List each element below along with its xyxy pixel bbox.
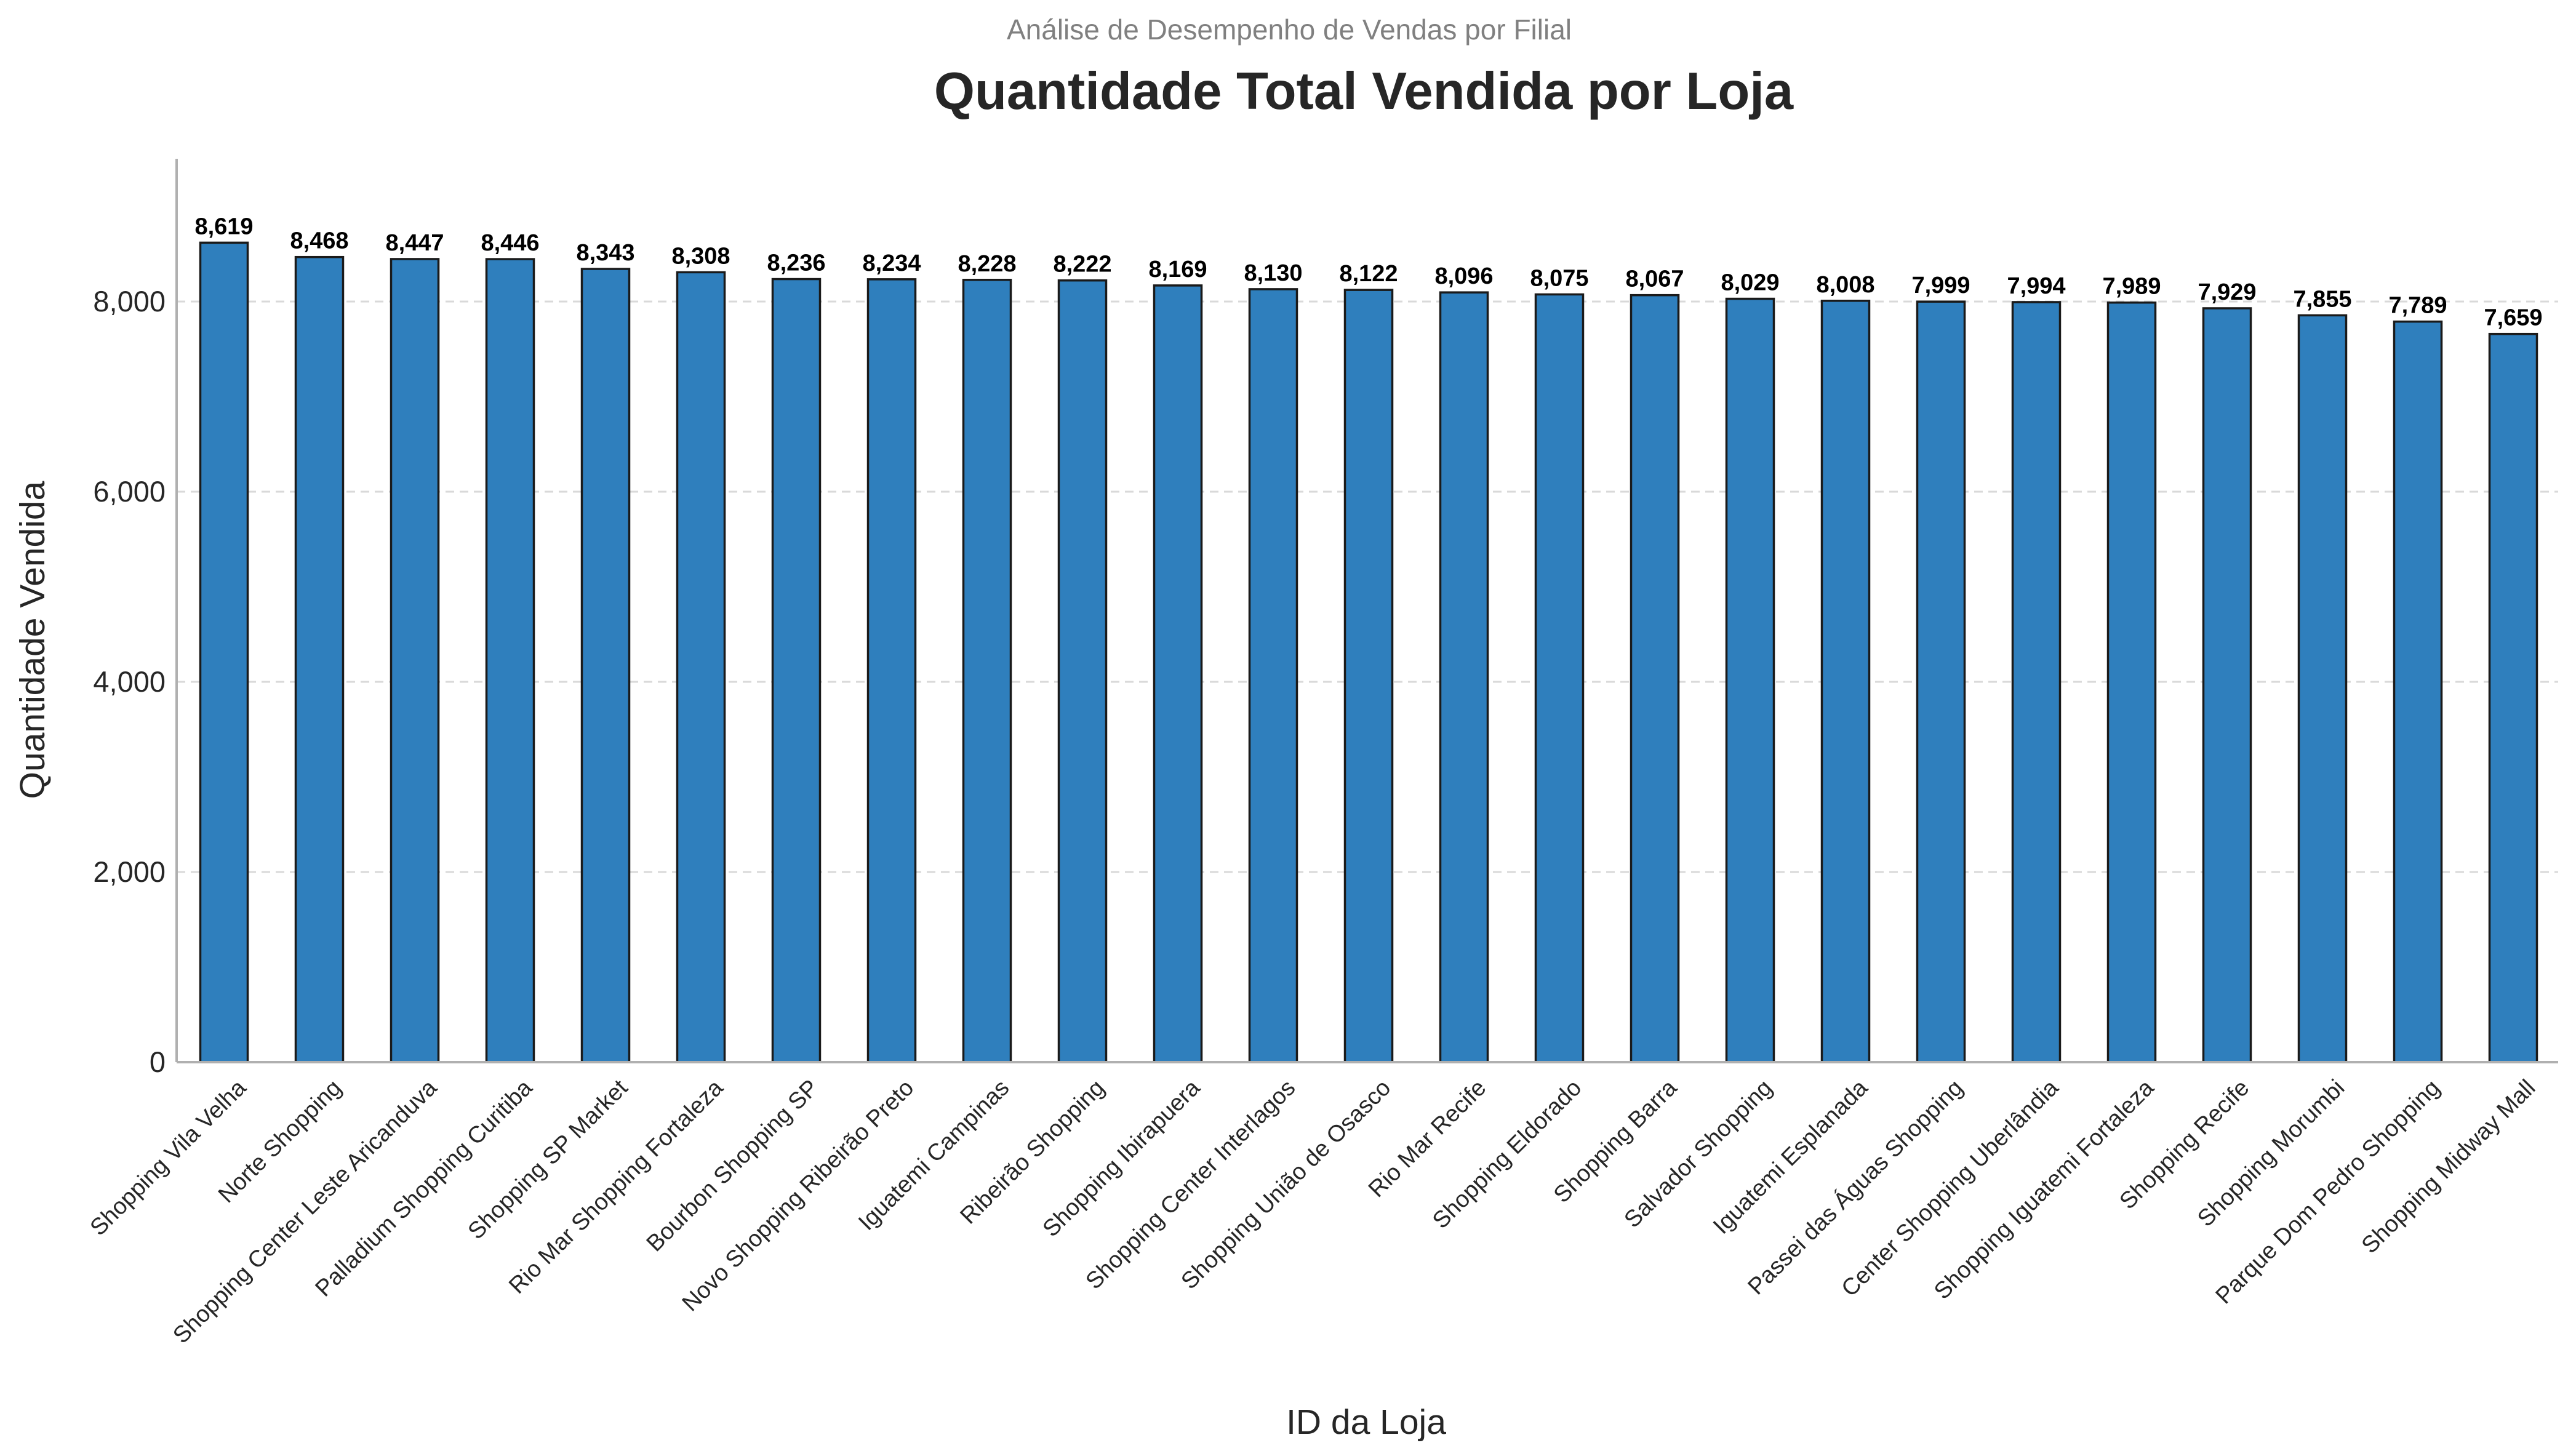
y-axis-label: Quantidade Vendida (13, 481, 52, 799)
bar (2011, 301, 2062, 1063)
bar (1439, 291, 1489, 1063)
y-axis-ticks: 0 2,000 4,000 6,000 8,000 (93, 285, 166, 1078)
bar (1343, 289, 1394, 1063)
bar (1916, 300, 1966, 1063)
bar (1534, 293, 1585, 1063)
bar (199, 241, 249, 1063)
x-tick-label: Shopping SP Market (463, 1074, 633, 1244)
bar (2106, 301, 2157, 1063)
bar (2393, 320, 2443, 1063)
bar (294, 255, 345, 1063)
bar-value-label: 8,468 (290, 228, 348, 254)
y-tick-label: 8,000 (93, 285, 166, 318)
x-tick-label: Bourbon Shopping SP (642, 1075, 824, 1257)
x-tick-label: Shopping Vila Velha (86, 1074, 252, 1241)
bar (1248, 288, 1298, 1063)
bar (1057, 279, 1108, 1063)
bar (1725, 297, 1775, 1063)
bar-value-label: 7,929 (2198, 279, 2256, 305)
bar (2202, 307, 2252, 1063)
bar-value-label: 8,222 (1053, 252, 1111, 278)
bar (866, 278, 917, 1063)
bar-value-label: 8,075 (1530, 265, 1588, 291)
bar-value-label: 8,096 (1434, 263, 1493, 289)
bar-value-label: 7,659 (2484, 305, 2542, 331)
bar (962, 279, 1012, 1063)
bar (1630, 294, 1680, 1063)
bar-value-label: 8,008 (1816, 272, 1874, 298)
bar-value-label: 8,447 (385, 230, 444, 256)
bar (2297, 314, 2348, 1063)
x-tick-label: Shopping Ibirapuera (1038, 1074, 1206, 1242)
x-tick-label: Iguatemi Esplanada (1708, 1074, 1873, 1239)
bar (2488, 332, 2538, 1063)
bar-value-label: 7,989 (2102, 274, 2161, 300)
x-tick-label: Shopping Midway Mall (2357, 1075, 2541, 1259)
bar-value-label: 7,789 (2388, 293, 2447, 319)
bar (580, 268, 631, 1063)
bar (676, 271, 726, 1063)
bar-value-labels: 8,619 8,468 8,447 8,446 8,343 8,308 8,236 8,234… (194, 214, 2542, 330)
bar-value-label: 8,236 (767, 250, 825, 276)
bar-value-label: 8,228 (958, 251, 1016, 277)
bar-value-label: 8,169 (1148, 257, 1207, 282)
y-tick-label: 0 (150, 1046, 166, 1078)
bar-value-label: 8,234 (862, 250, 921, 276)
y-tick-label: 6,000 (93, 475, 166, 508)
bars (199, 241, 2538, 1063)
bar-value-label: 8,619 (194, 214, 253, 239)
bar-value-label: 8,122 (1339, 261, 1398, 287)
bar-value-label: 8,308 (671, 243, 730, 269)
bar-value-label: 8,446 (481, 230, 539, 256)
bar-value-label: 8,029 (1721, 270, 1779, 296)
x-axis-label: ID da Loja (1286, 1402, 1446, 1442)
bar (1820, 300, 1871, 1063)
chart-title: Quantidade Total Vendida por Loja (934, 62, 1794, 121)
bar (390, 258, 440, 1063)
bar-value-label: 7,999 (1911, 273, 1970, 298)
bar (771, 278, 822, 1063)
bar-value-label: 8,067 (1625, 266, 1684, 292)
y-tick-label: 2,000 (93, 855, 166, 888)
bar-value-label: 7,994 (2007, 273, 2065, 299)
bar (1153, 284, 1203, 1063)
y-tick-label: 4,000 (93, 665, 166, 698)
bar (485, 258, 535, 1063)
bar-value-label: 8,130 (1244, 260, 1302, 286)
bar-value-label: 7,855 (2293, 286, 2351, 312)
bar-value-label: 8,343 (576, 240, 634, 266)
x-tick-label: Shopping União de Osasco (1177, 1075, 1396, 1295)
chart-subtitle: Análise de Desempenho de Vendas por Fili… (1007, 14, 1572, 46)
